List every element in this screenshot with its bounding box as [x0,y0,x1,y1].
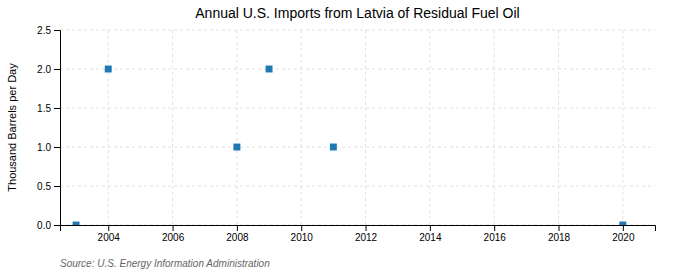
tick-mark [494,225,495,231]
tick-mark [54,147,60,148]
tick-label: 1.5 [37,103,51,114]
tick: 0.0 [37,220,60,231]
grid-line [60,147,655,148]
tick-label: 0.5 [37,181,51,192]
tick-label: 0.0 [37,220,51,231]
tick-mark [54,225,60,226]
tick-mark [623,225,624,231]
points [73,66,627,225]
tick: 2016 [484,225,507,243]
grid-line [60,69,655,70]
tick-label: 2010 [291,232,314,243]
chart: 2004200620082010201220142016201820200.00… [0,0,675,275]
tick: 2014 [419,225,442,243]
tick: 1.5 [37,103,60,114]
grid-line [494,30,495,225]
tick-mark [108,225,109,231]
tick-mark [237,225,238,231]
point [330,144,337,151]
y-axis-line [54,31,61,226]
point [233,144,240,151]
tick-label: 2014 [419,232,442,243]
tick-label: 2016 [484,232,507,243]
point [105,66,112,73]
grid-line [558,30,559,225]
grid-line [108,30,109,225]
tick-label: 2008 [226,232,249,243]
tick: 2008 [226,225,249,243]
grid [60,30,655,225]
tick-mark [173,225,174,231]
tick: 2010 [291,225,314,243]
tick-mark [54,108,60,109]
grid-line [60,108,655,109]
tick-mark [430,225,431,231]
y-axis-title: Thousand Barrels per Day [6,63,18,192]
title: Annual U.S. Imports from Latvia of Resid… [195,5,519,21]
grid-line [60,186,655,187]
tick-label: 2006 [162,232,185,243]
tick: 2006 [162,225,185,243]
grid-line [60,30,655,31]
tick-label: 2.0 [37,64,51,75]
point [266,66,273,73]
tick: 2020 [612,225,635,243]
tick-mark [301,225,302,231]
point [73,222,80,225]
grid-line [429,30,430,225]
tick: 2012 [355,225,378,243]
tick-mark [54,186,60,187]
grid-line [301,30,302,225]
tick: 2018 [548,225,571,243]
tick: 2004 [98,225,121,243]
source: Source: U.S. Energy Information Administ… [60,258,270,269]
tick-mark [54,69,60,70]
tick-label: 2012 [355,232,378,243]
grid-line [172,30,173,225]
tick: 2.5 [37,25,60,36]
tick-label: 2020 [612,232,635,243]
tick-label: 2004 [98,232,121,243]
tick-mark [366,225,367,231]
y-axis: 0.0 0.5 1.0 1.5 2.0 2.5 [37,25,60,231]
tick: 0.5 [37,181,60,192]
grid-line [622,30,623,225]
tick-label: 1.0 [37,142,51,153]
tick-label: 2.5 [37,25,51,36]
tick: 1.0 [37,142,60,153]
point [619,222,626,225]
x-axis: 2004 2006 2008 2010 2012 2014 2016 2018 2020 [61,225,656,243]
tick: 2.0 [37,64,60,75]
plot-area: 2004200620082010201220142016201820200.00… [37,25,655,243]
grid-line [236,30,237,225]
tick-label: 2018 [548,232,571,243]
tick-mark [54,30,60,31]
tick-mark [559,225,560,231]
x-axis-line [61,226,656,232]
grid-line [365,30,366,225]
